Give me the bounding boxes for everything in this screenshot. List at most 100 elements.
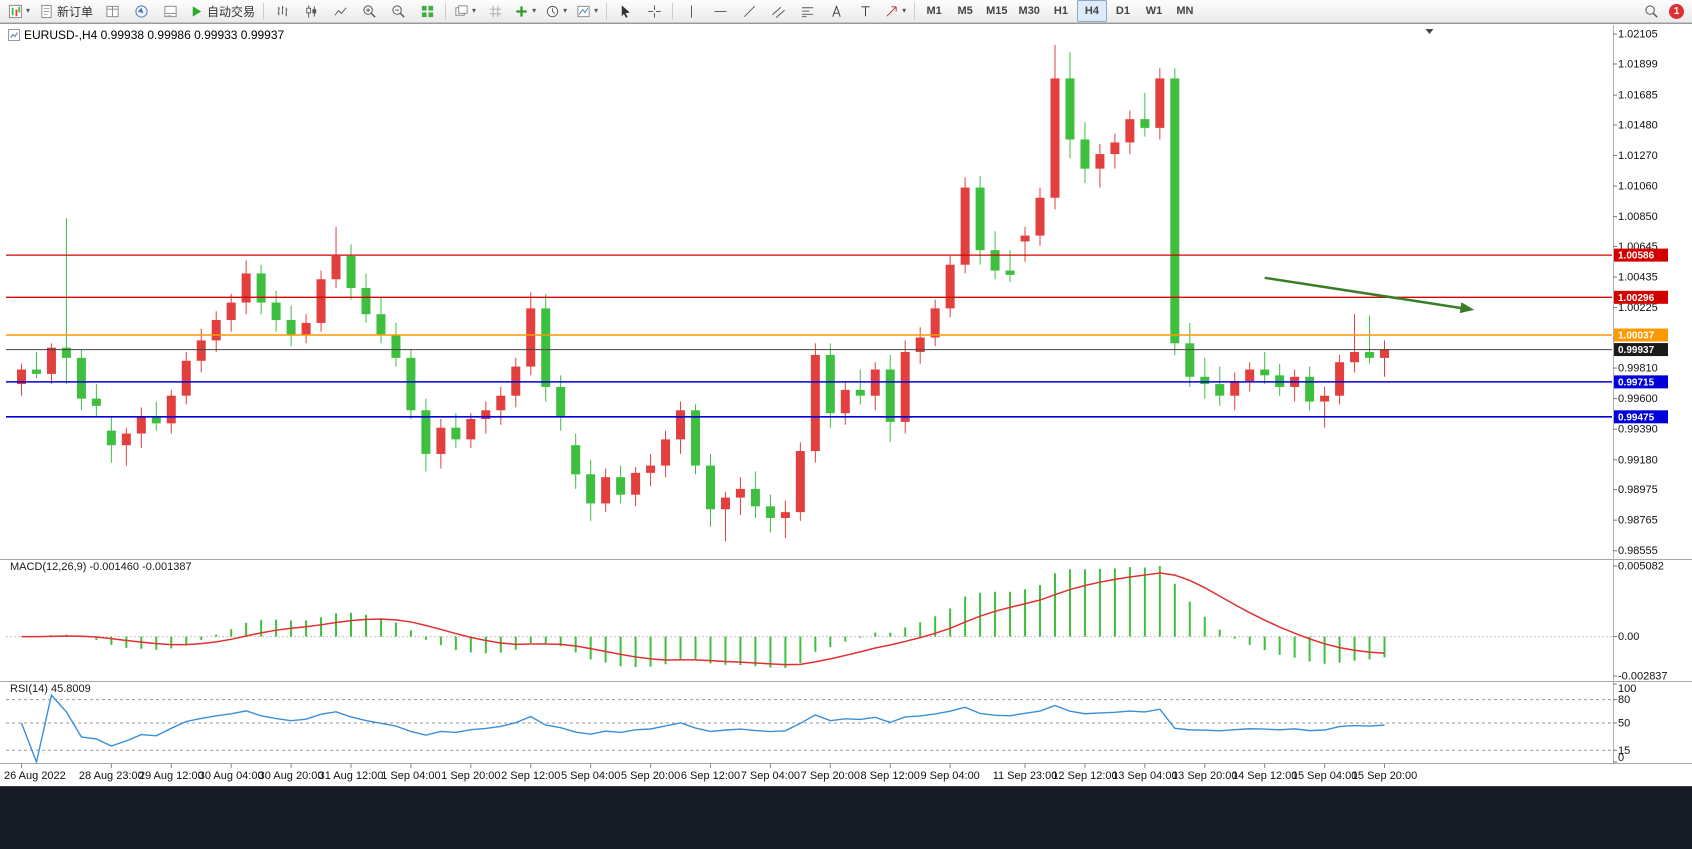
- svg-text:0.99390: 0.99390: [1618, 424, 1658, 436]
- time-label: 30 Aug 20:00: [258, 770, 324, 782]
- candlestick-chart-button[interactable]: [297, 0, 325, 22]
- time-label: 9 Sep 04:00: [920, 770, 980, 782]
- chart-canvas: 1.02105 1.01899 1.01685 1.01480 1.01270 1.010…: [0, 25, 1692, 768]
- line-chart-button[interactable]: [326, 0, 354, 22]
- time-label: 7 Sep 04:00: [740, 770, 801, 782]
- new-order-label: 新订单: [57, 4, 94, 19]
- dropdown-caret-icon: ▾: [26, 6, 31, 15]
- toolbar-separator: [606, 2, 608, 20]
- auto-trading-label: 自动交易: [207, 4, 256, 19]
- time-label: 15 Sep 04:00: [1291, 770, 1358, 782]
- timeframe-m1[interactable]: M1: [926, 5, 942, 17]
- rsi-axis-label: 50: [1618, 718, 1630, 730]
- time-label: 31 Aug 12:00: [318, 770, 384, 782]
- svg-text:1.01060: 1.01060: [1618, 181, 1658, 193]
- macd-axis-label: -0.002837: [1618, 671, 1668, 683]
- time-label: 29 Aug 12:00: [138, 770, 204, 782]
- svg-text:0.99180: 0.99180: [1618, 454, 1658, 466]
- text-tool[interactable]: [822, 0, 850, 22]
- periods-button[interactable]: ▾: [541, 0, 571, 22]
- arrows-tool[interactable]: ▾: [880, 0, 910, 22]
- label-tool[interactable]: [851, 0, 879, 22]
- time-label: 11 Sep 23:00: [992, 770, 1058, 782]
- vertical-line-tool[interactable]: [677, 0, 705, 22]
- text-label-icon: [860, 5, 870, 16]
- time-label: 5 Sep 20:00: [620, 770, 681, 782]
- auto-trading-button[interactable]: 自动交易: [185, 0, 259, 22]
- market-watch-button[interactable]: [98, 0, 126, 22]
- toolbar-separator: [914, 2, 916, 20]
- trendline-tool[interactable]: [735, 0, 763, 22]
- horizontal-line-tool[interactable]: [706, 0, 734, 22]
- svg-text:1.01480: 1.01480: [1618, 119, 1658, 131]
- terminal-icon: [163, 5, 177, 17]
- svg-text:1.01270: 1.01270: [1618, 150, 1658, 162]
- zoom-out-icon: [391, 4, 405, 18]
- time-label: 30 Aug 04:00: [198, 770, 264, 782]
- bar-chart-button[interactable]: [268, 0, 296, 22]
- bar-chart-icon: [277, 5, 287, 16]
- timeframe-d1[interactable]: D1: [1115, 5, 1130, 17]
- chart-symbol-title: EURUSD-,H4 0.99938 0.99986 0.99933 0.999…: [8, 28, 284, 42]
- navigator-button[interactable]: [127, 0, 155, 22]
- time-label: 6 Sep 12:00: [680, 770, 741, 782]
- macd-histogram: [35, 566, 1386, 668]
- rsi-axis-label: 0: [1618, 752, 1624, 764]
- timeframe-mn[interactable]: MN: [1176, 5, 1194, 17]
- taskbar: [0, 786, 1692, 849]
- price-tag-1.00586: 1.00586: [1614, 248, 1668, 262]
- time-label: 2 Sep 12:00: [501, 770, 561, 782]
- new-order-button[interactable]: 新订单: [35, 0, 97, 22]
- notification-badge[interactable]: 1: [1669, 3, 1684, 19]
- channel-tool[interactable]: [764, 0, 792, 22]
- svg-text:1.00225: 1.00225: [1618, 302, 1658, 314]
- arrow-tool-icon: [886, 5, 897, 17]
- templates-button[interactable]: ▾: [572, 0, 602, 22]
- time-label: 28 Aug 23:00: [78, 770, 144, 782]
- text-a-icon: [831, 4, 841, 17]
- timeframe-m15[interactable]: M15: [986, 5, 1008, 17]
- tile-windows-icon: [421, 5, 433, 17]
- time-label: 13 Sep 04:00: [1112, 770, 1178, 782]
- grid-button[interactable]: [481, 0, 509, 22]
- svg-text:0.99937: 0.99937: [1618, 345, 1655, 356]
- time-label: 13 Sep 20:00: [1172, 770, 1238, 782]
- svg-text:1.00850: 1.00850: [1618, 211, 1658, 223]
- svg-text:1.02105: 1.02105: [1618, 29, 1658, 41]
- dropdown-caret-icon: ▾: [563, 6, 568, 15]
- timeframe-h1[interactable]: H1: [1053, 5, 1068, 17]
- chart-menu-icon[interactable]: [8, 29, 20, 41]
- timeframe-m30[interactable]: M30: [1018, 5, 1040, 17]
- time-axis[interactable]: 26 Aug 2022 28 Aug 23:00 29 Aug 12:00 30 Au…: [0, 764, 1612, 786]
- timeframe-h4[interactable]: H4: [1076, 0, 1107, 22]
- cursor-arrow-icon: [621, 4, 630, 18]
- auto-arrange-button[interactable]: ▾: [450, 0, 480, 22]
- price-tag-1.00296: 1.00296: [1614, 290, 1668, 304]
- toolbar-separator: [672, 2, 674, 20]
- dropdown-caret-icon: ▾: [902, 6, 907, 15]
- timeframe-m5[interactable]: M5: [957, 5, 973, 17]
- fibonacci-tool[interactable]: [793, 0, 821, 22]
- candlestick-icon: [305, 4, 316, 18]
- rsi-axis-label: 80: [1618, 694, 1630, 706]
- timeframe-w1[interactable]: W1: [1145, 5, 1163, 17]
- crosshair-button[interactable]: [640, 0, 668, 22]
- chart-shift-marker[interactable]: [1425, 29, 1434, 34]
- search-icon: [1644, 4, 1658, 18]
- cursor-button[interactable]: [611, 0, 639, 22]
- macd-indicator-label: MACD(12,26,9) -0.001460 -0.001387: [10, 561, 192, 573]
- trend-arrow-annotation[interactable]: [1264, 276, 1476, 315]
- svg-text:1.01899: 1.01899: [1618, 58, 1658, 70]
- zoom-out-button[interactable]: [384, 0, 412, 22]
- indicators-button[interactable]: ▾: [510, 0, 540, 22]
- new-chart-button[interactable]: ▾: [4, 0, 34, 22]
- template-icon: [577, 5, 590, 17]
- vertical-line-icon: [690, 4, 692, 18]
- symbol-ohlc-text: EURUSD-,H4 0.99938 0.99986 0.99933 0.999…: [24, 28, 285, 42]
- zoom-in-button[interactable]: [355, 0, 383, 22]
- search-button[interactable]: [1637, 0, 1665, 22]
- svg-text:0.98765: 0.98765: [1618, 515, 1658, 527]
- terminal-button[interactable]: [156, 0, 184, 22]
- tile-windows-button[interactable]: [413, 0, 441, 22]
- crosshair-icon: [648, 4, 661, 18]
